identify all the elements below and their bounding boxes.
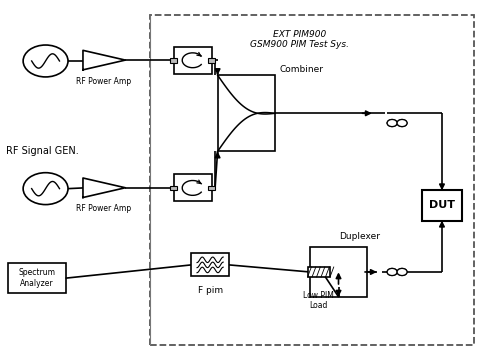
Bar (192, 253, 229, 276)
Polygon shape (83, 178, 126, 198)
Polygon shape (83, 50, 126, 70)
Bar (8, 263, 66, 293)
Bar (308, 267, 330, 277)
Bar (208, 58, 215, 63)
Circle shape (387, 120, 397, 127)
Bar (174, 47, 212, 74)
Bar (170, 58, 177, 63)
Text: DUT: DUT (429, 200, 455, 210)
Text: Duplexer: Duplexer (339, 232, 380, 241)
Bar (150, 15, 474, 345)
Circle shape (23, 45, 68, 77)
Text: Spectrum
Analyzer: Spectrum Analyzer (18, 268, 56, 288)
Bar (170, 185, 177, 190)
Circle shape (387, 120, 397, 127)
Circle shape (397, 268, 407, 276)
Circle shape (23, 173, 68, 205)
Circle shape (397, 268, 407, 276)
Text: Combiner: Combiner (280, 66, 324, 74)
Circle shape (387, 268, 397, 276)
Bar (422, 190, 462, 221)
Text: RF Signal GEN.: RF Signal GEN. (6, 146, 78, 156)
Bar (310, 247, 367, 297)
Circle shape (397, 120, 407, 127)
Bar (174, 174, 212, 201)
Circle shape (387, 268, 397, 276)
Circle shape (397, 120, 407, 127)
Text: RF Power Amp: RF Power Amp (76, 77, 132, 85)
Text: F pim: F pim (198, 286, 222, 295)
Text: RF Power Amp: RF Power Amp (76, 204, 132, 213)
Text: EXT PIM900
GSM900 PIM Test Sys.: EXT PIM900 GSM900 PIM Test Sys. (250, 30, 350, 49)
Text: Low PIM
Load: Low PIM Load (304, 290, 334, 310)
Bar (218, 75, 275, 151)
Bar (208, 185, 215, 190)
